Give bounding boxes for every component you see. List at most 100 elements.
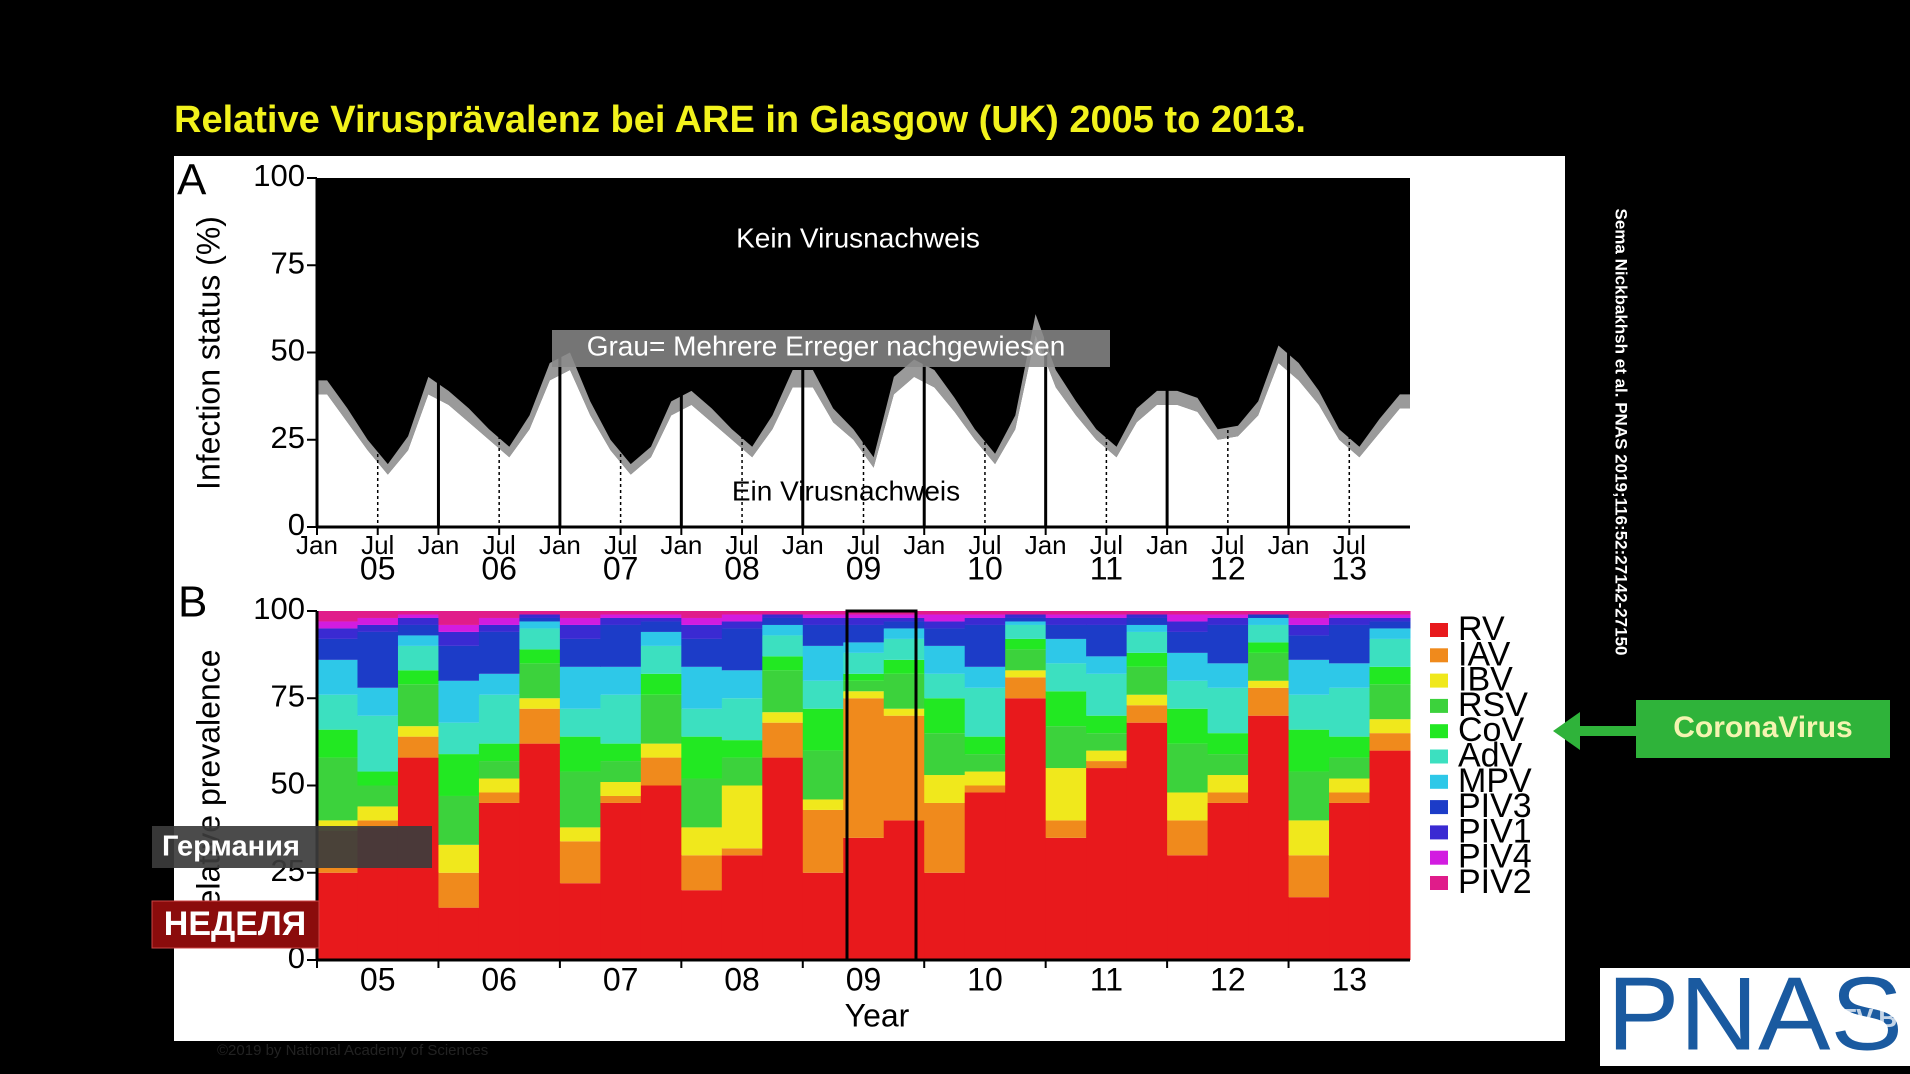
legend-label: PIV4 (1458, 838, 1532, 876)
legend-swatch (1430, 724, 1448, 739)
bar-segment (1045, 820, 1087, 838)
bar-segment (762, 722, 804, 758)
location-caption: Германия (162, 831, 300, 863)
legend-label: PIV3 (1458, 787, 1532, 825)
legend-swatch (1430, 876, 1448, 890)
y-tick-label: 25 (271, 420, 305, 455)
y-tick-label: 0 (288, 507, 305, 542)
bar-segment (1329, 802, 1371, 960)
bar-segment (1369, 666, 1411, 685)
bar-segment (762, 611, 804, 615)
bar-segment (519, 649, 561, 664)
x-tick-label: Jan (417, 530, 459, 560)
bar-segment (397, 736, 439, 758)
bar-segment (600, 782, 642, 796)
bar-segment (559, 611, 601, 618)
bar-segment (924, 802, 966, 873)
bar-segment (721, 855, 763, 960)
bar-segment (802, 872, 844, 960)
y-tick-label: 0 (288, 940, 305, 975)
bar-segment (438, 624, 480, 632)
year-label: 11 (1090, 550, 1123, 586)
bar-segment (843, 642, 885, 653)
year-label: 06 (481, 550, 517, 586)
y-axis-label: Infection status (%) (190, 216, 226, 490)
bar-segment (1369, 621, 1411, 629)
bar-segment (681, 617, 723, 625)
x-tick-label: Jul (604, 530, 637, 560)
year-label: 07 (603, 550, 639, 586)
legend-label: CoV (1458, 711, 1524, 749)
bar-segment (559, 638, 601, 667)
bar-segment (721, 848, 763, 856)
bar-segment (681, 666, 723, 709)
bar-segment (519, 617, 561, 622)
bar-segment (964, 614, 1006, 618)
annotation: Grau= Mehrere Erreger nachgewiesen (587, 330, 1066, 361)
legend-label: RV (1458, 610, 1505, 648)
bar-segment (843, 837, 885, 960)
bar-segment (640, 785, 682, 960)
bar-segment (883, 621, 925, 629)
bar-segment (883, 715, 925, 821)
bar-segment (600, 743, 642, 762)
bar-segment (519, 628, 561, 650)
bar-segment (1369, 617, 1411, 622)
bar-segment (1126, 614, 1168, 618)
bar-segment (964, 624, 1006, 667)
bar-segment (559, 708, 601, 737)
bar-segment (478, 617, 520, 625)
bar-segment (1207, 733, 1249, 755)
bar-segment (640, 645, 682, 674)
year-label: 13 (1331, 550, 1367, 586)
bar-segment (1126, 652, 1168, 667)
bar-segment (924, 698, 966, 734)
bar-segment (964, 666, 1006, 688)
bar-segment (762, 614, 804, 618)
x-tick-label: 11 (1090, 961, 1123, 997)
bar-segment (1005, 617, 1047, 622)
legend-label: IBV (1458, 661, 1513, 699)
bar-segment (478, 778, 520, 793)
bar-segment (1329, 757, 1371, 779)
bar-segment (478, 611, 520, 618)
bar-segment (843, 611, 885, 615)
bar-segment (883, 617, 925, 622)
bar-segment (762, 757, 804, 960)
bar-segment (1086, 715, 1128, 734)
bar-segment (1288, 635, 1330, 660)
bar-segment (1086, 614, 1128, 618)
bar-segment (1207, 792, 1249, 803)
bar-segment (357, 806, 399, 821)
bar-segment (1288, 820, 1330, 856)
bar-segment (721, 614, 763, 622)
bar-segment (317, 872, 358, 960)
annotation: Ein Virusnachweis (732, 475, 960, 506)
bar-segment (1045, 691, 1087, 727)
x-tick-label: Jul (1090, 530, 1123, 560)
bar-segment (357, 820, 399, 828)
bar-segment (1369, 750, 1411, 960)
x-tick-label: Jul (1333, 530, 1366, 560)
callout-text: CoronaVirus (1673, 711, 1853, 744)
bar-segment (317, 694, 358, 730)
logo-box (1600, 968, 1910, 1066)
callout: CoronaVirus (1553, 700, 1890, 758)
bar-segment (1207, 687, 1249, 734)
bar-segment (478, 624, 520, 632)
callout-box (1636, 700, 1890, 758)
bar-segment (1126, 694, 1168, 706)
legend-swatch (1430, 850, 1448, 865)
legend-swatch (1430, 749, 1448, 764)
x-tick-label: 06 (481, 961, 517, 997)
legend-label: PIV2 (1458, 863, 1532, 901)
bar-segment (924, 733, 966, 776)
legend-label: MPV (1458, 762, 1532, 800)
bar-segment (438, 795, 480, 845)
bar-segment (1288, 897, 1330, 960)
bar-segment (1126, 611, 1168, 615)
bar-segment (1167, 708, 1209, 744)
bar-segment (317, 757, 358, 821)
bar-segment (1005, 638, 1047, 650)
